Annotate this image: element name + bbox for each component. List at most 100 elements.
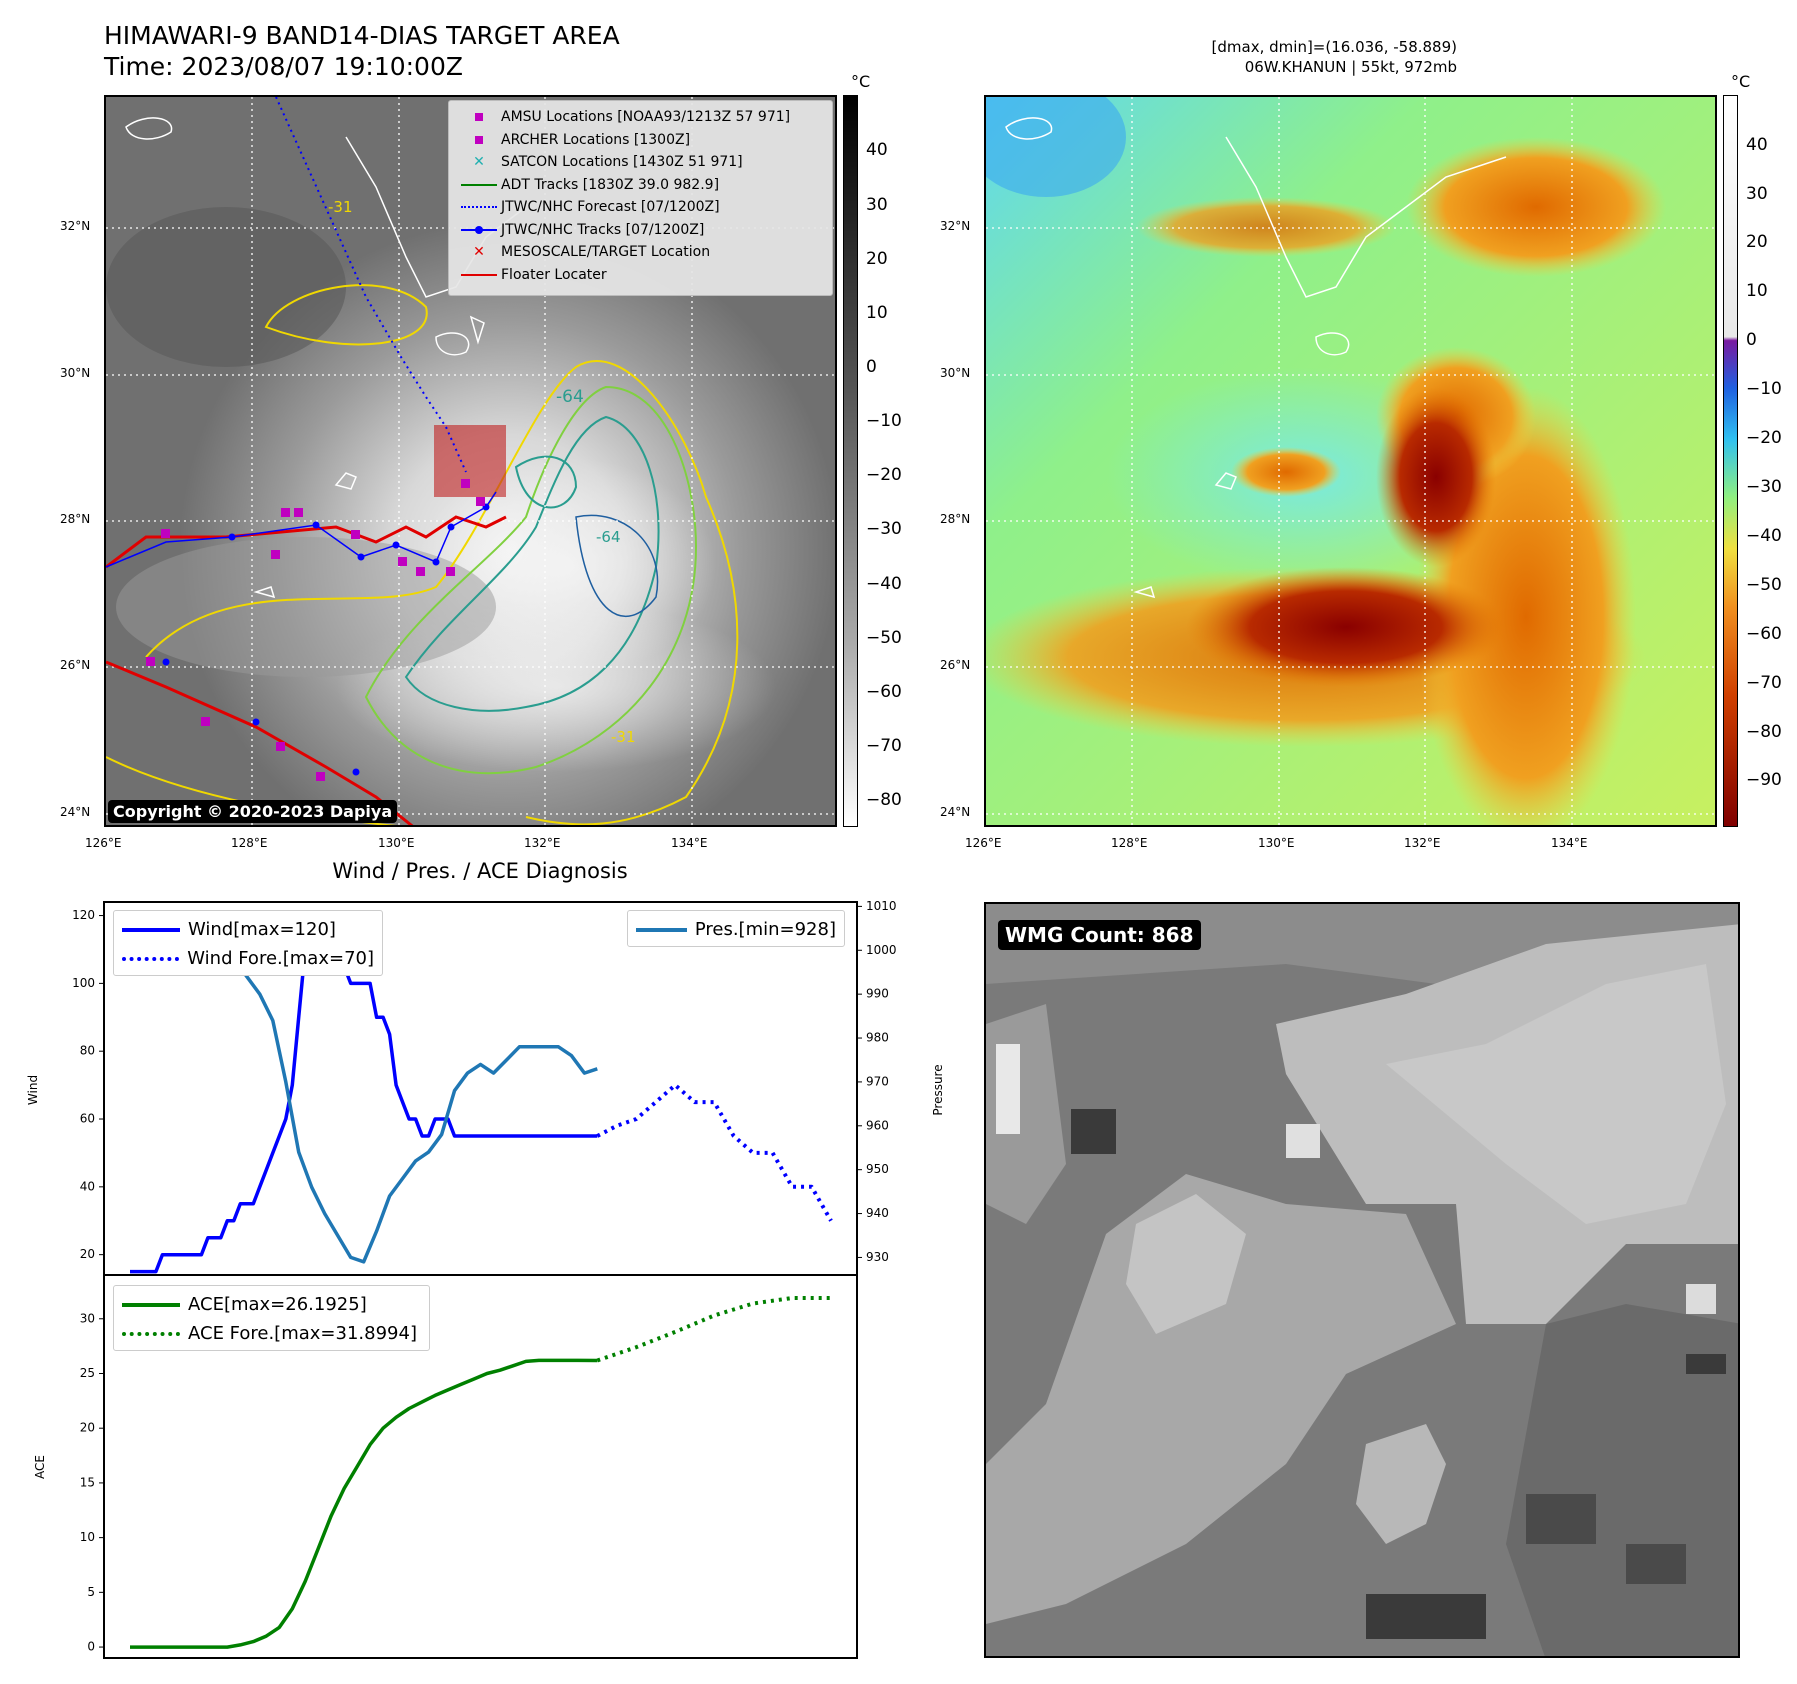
lon-tick: 126°E xyxy=(965,836,1002,850)
figure-time: Time: 2023/08/07 19:10:00Z xyxy=(104,52,463,81)
colorbar-tick: −20 xyxy=(1746,428,1782,448)
ir-color-map xyxy=(984,95,1717,827)
ace-tick-label: 10 xyxy=(80,1530,95,1544)
x-marker-icon: ✕ xyxy=(473,244,485,261)
color-colorbar xyxy=(1723,95,1738,827)
colorbar-tick: −50 xyxy=(866,628,902,648)
wind-tick-label: 120 xyxy=(72,908,95,922)
colorbar-tick: 30 xyxy=(866,195,888,215)
gray-colorbar xyxy=(843,95,858,827)
solid-line-icon xyxy=(122,927,180,932)
legend-item-forecast: JTWC/NHC Forecast [07/1200Z] xyxy=(457,196,824,219)
wind-tick-label: 20 xyxy=(80,1247,95,1261)
colorbar-tick: −70 xyxy=(1746,673,1782,693)
lon-tick: 134°E xyxy=(1551,836,1588,850)
contour-label: -31 xyxy=(328,198,353,216)
colorbar-tick: −80 xyxy=(1746,722,1782,742)
lat-tick: 26°N xyxy=(940,658,971,672)
square-icon xyxy=(475,113,483,122)
lat-tick: 26°N xyxy=(60,658,91,672)
lon-tick: 132°E xyxy=(524,836,561,850)
wmg-image xyxy=(986,904,1738,1656)
pressure-axis-label: Pressure xyxy=(931,1064,945,1116)
lat-tick: 28°N xyxy=(940,512,971,526)
ace-legend: ACE[max=26.1925] ACE Fore.[max=31.8994] xyxy=(113,1285,430,1351)
ir-grayscale-map: -31 -64 -64 -31 Copyright © 2020-2023 Da… xyxy=(104,95,837,827)
colorbar-tick: −10 xyxy=(866,411,902,431)
ace-tick-label: 5 xyxy=(87,1585,95,1599)
wind-axis-label: Wind xyxy=(26,1074,41,1106)
gray-colorbar-unit: °C xyxy=(851,72,871,91)
lon-tick: 134°E xyxy=(671,836,708,850)
pressure-tick-label: 1010 xyxy=(866,899,897,913)
pressure-tick-label: 950 xyxy=(866,1162,889,1176)
colorbar-tick: −40 xyxy=(866,574,902,594)
line-icon xyxy=(461,183,497,186)
colorbar-tick: −60 xyxy=(866,682,902,702)
colorbar-tick: 0 xyxy=(866,357,877,377)
legend-item-wind: Wind[max=120] xyxy=(122,915,374,944)
dotted-line-icon xyxy=(122,1331,180,1336)
wmg-panel: WMG Count: 868 xyxy=(984,902,1740,1658)
contour-label: -31 xyxy=(611,728,636,746)
legend-item-amsu: AMSU Locations [NOAA93/1213Z 57 971] xyxy=(457,106,824,129)
x-marker-icon: ✕ xyxy=(473,154,485,171)
lat-tick: 24°N xyxy=(940,805,971,819)
lat-tick: 24°N xyxy=(60,805,91,819)
ace-forecast-line xyxy=(596,1296,831,1363)
legend-item-adt: ADT Tracks [1830Z 39.0 982.9] xyxy=(457,174,824,197)
lon-tick: 130°E xyxy=(1258,836,1295,850)
colorbar-tick: 20 xyxy=(866,249,888,269)
pressure-legend: Pres.[min=928] xyxy=(627,910,845,947)
solid-line-icon xyxy=(636,927,687,932)
legend-item-pressure: Pres.[min=928] xyxy=(636,915,836,944)
colorbar-tick: 0 xyxy=(1746,330,1757,350)
colorbar-tick: −10 xyxy=(1746,379,1782,399)
diagnosis-title: Wind / Pres. / ACE Diagnosis xyxy=(332,859,628,883)
colorbar-tick: 20 xyxy=(1746,232,1768,252)
line-icon xyxy=(461,273,497,276)
pressure-tick-label: 980 xyxy=(866,1031,889,1045)
lon-tick: 132°E xyxy=(1404,836,1441,850)
colorbar-tick: −30 xyxy=(1746,477,1782,497)
pressure-tick-label: 940 xyxy=(866,1206,889,1220)
colorbar-tick: −30 xyxy=(866,519,902,539)
legend-item-wind-forecast: Wind Fore.[max=70] xyxy=(122,944,374,973)
lon-tick: 126°E xyxy=(85,836,122,850)
legend-item-ace-forecast: ACE Fore.[max=31.8994] xyxy=(122,1319,421,1348)
colorbar-tick: −70 xyxy=(866,736,902,756)
colorbar-tick: 30 xyxy=(1746,184,1768,204)
legend-item-archer: ARCHER Locations [1300Z] xyxy=(457,129,824,152)
colorbar-tick: 40 xyxy=(866,140,888,160)
solid-line-icon xyxy=(122,1302,180,1307)
legend-item-satcon: ✕ SATCON Locations [1430Z 51 971] xyxy=(473,154,743,171)
dmax-dmin-label: [dmax, dmin]=(16.036, -58.889) xyxy=(1211,38,1457,56)
ace-tick-label: 0 xyxy=(87,1640,95,1654)
copyright-label: Copyright © 2020-2023 Dapiya xyxy=(108,800,398,823)
square-icon xyxy=(475,135,483,144)
colorbar-tick: 10 xyxy=(866,303,888,323)
legend-item-mesoscale: ✕ MESOSCALE/TARGET Location xyxy=(473,244,711,261)
storm-info-label: 06W.KHANUN | 55kt, 972mb xyxy=(1244,58,1457,76)
wind-tick-label: 40 xyxy=(80,1179,95,1193)
dotted-line-icon xyxy=(461,206,497,209)
contour-label: -64 xyxy=(596,528,621,546)
ace-tick-label: 20 xyxy=(80,1421,95,1435)
pressure-tick-label: 970 xyxy=(866,1074,889,1088)
ir-color-map-svg xyxy=(986,97,1715,825)
tracks-legend: AMSU Locations [NOAA93/1213Z 57 971] ARC… xyxy=(448,100,833,296)
lon-tick: 128°E xyxy=(1111,836,1148,850)
lat-tick: 30°N xyxy=(60,366,91,380)
pressure-tick-label: 930 xyxy=(866,1250,889,1264)
ace-tick-label: 15 xyxy=(80,1475,95,1489)
wind-legend: Wind[max=120] Wind Fore.[max=70] xyxy=(113,910,383,976)
lon-tick: 130°E xyxy=(378,836,415,850)
figure-title: HIMAWARI-9 BAND14-DIAS TARGET AREA xyxy=(104,21,620,50)
dotted-line-icon xyxy=(122,956,180,961)
contour-label: -64 xyxy=(556,387,584,407)
legend-item-jtwc-tracks: JTWC/NHC Tracks [07/1200Z] xyxy=(457,219,824,242)
ace-line xyxy=(130,1358,598,1649)
wind-forecast-line xyxy=(596,1083,833,1222)
color-colorbar-unit: °C xyxy=(1731,72,1751,91)
colorbar-tick: −90 xyxy=(1746,770,1782,790)
